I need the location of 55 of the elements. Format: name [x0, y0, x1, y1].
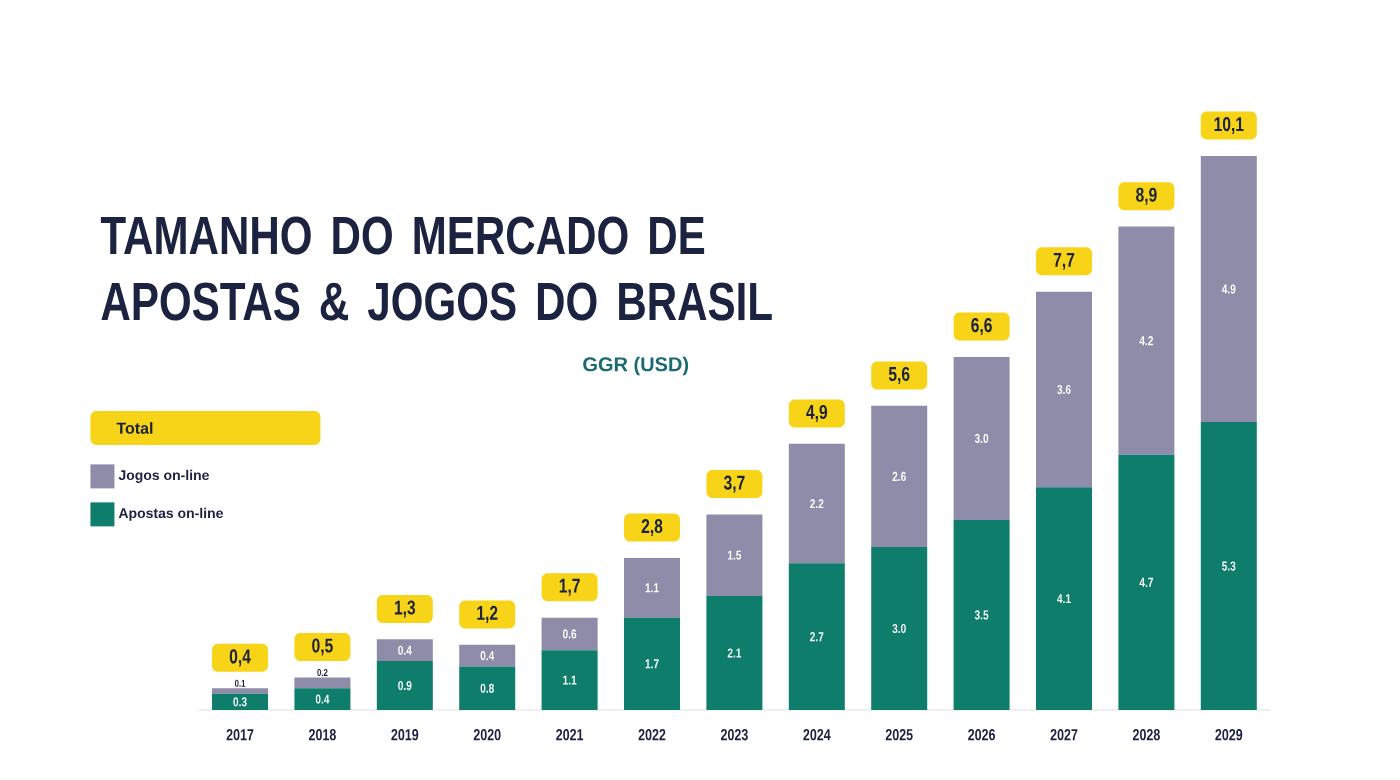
x-tick-label: 2023 — [720, 729, 748, 741]
bar — [871, 405, 928, 548]
total-label: 1,7 — [559, 578, 580, 596]
total-label: 1,2 — [477, 605, 498, 623]
bar — [624, 557, 681, 618]
text: GGR (USD) — [583, 356, 689, 376]
total-label: 4,9 — [806, 404, 828, 422]
x-tick-label: 2028 — [1132, 729, 1160, 741]
bar — [459, 644, 516, 667]
total-label: 0,5 — [312, 638, 333, 656]
bar — [376, 639, 433, 662]
total-label: 0,4 — [229, 649, 251, 667]
bar — [624, 617, 681, 710]
x-tick-label: 2019 — [391, 729, 419, 741]
bar — [871, 547, 928, 710]
x-tick-label: 2024 — [803, 729, 831, 741]
bar — [1118, 454, 1175, 710]
bar — [541, 617, 598, 651]
bar — [1200, 155, 1257, 423]
bar — [212, 688, 269, 694]
bar — [788, 443, 845, 564]
bar — [212, 693, 269, 710]
total-label: 8,9 — [1136, 187, 1157, 205]
legend-title: Total — [116, 422, 153, 434]
x-tick-label: 2029 — [1215, 729, 1243, 741]
total-label: 6,6 — [971, 318, 992, 336]
bar — [1200, 422, 1257, 710]
bar — [1118, 226, 1175, 455]
total-label: 5,6 — [888, 366, 910, 384]
x-tick-label: 2017 — [226, 729, 254, 741]
total-label: 7,7 — [1053, 252, 1075, 270]
bar — [294, 688, 351, 710]
bar — [953, 356, 1010, 520]
bar — [1036, 487, 1092, 710]
bar — [294, 677, 351, 689]
text: TAMANHO DO MERCADO DE APOSTAS & JOGOS DO BRASIL — [100, 216, 772, 321]
x-tick-label: 2020 — [473, 729, 501, 741]
bar — [706, 514, 763, 596]
x-tick-label: 2021 — [556, 729, 584, 741]
x-tick-label: 2027 — [1050, 729, 1078, 741]
x-tick-label: 2025 — [885, 729, 913, 741]
total-label: 3,7 — [723, 475, 745, 493]
bar — [541, 650, 598, 710]
total-label: 1,3 — [394, 600, 416, 618]
bar — [706, 595, 763, 710]
total-label: 10,1 — [1214, 117, 1244, 135]
x-tick-label: 2022 — [638, 729, 666, 741]
bar — [953, 519, 1010, 710]
x-tick-label: 2018 — [308, 729, 336, 741]
x-tick-label: 2026 — [968, 729, 996, 741]
total-label: 2,8 — [641, 518, 663, 537]
bar — [788, 563, 845, 710]
bar — [459, 666, 516, 710]
bar — [1036, 291, 1092, 488]
bar — [376, 661, 433, 710]
